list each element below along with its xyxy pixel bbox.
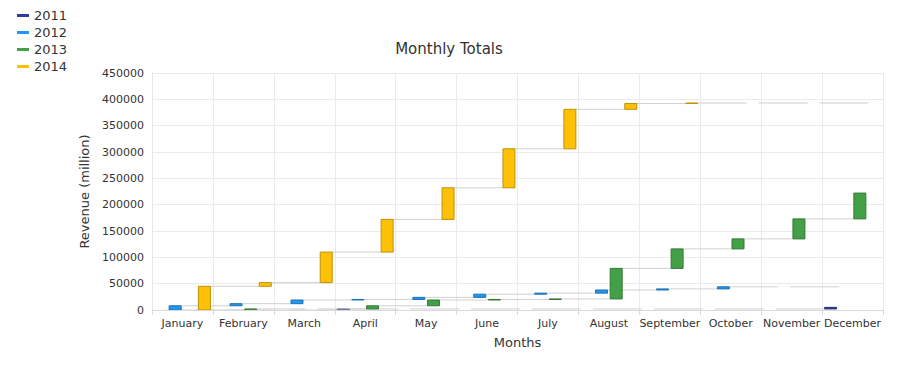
svg-text:50000: 50000 xyxy=(109,277,144,290)
svg-text:July: July xyxy=(537,317,558,330)
svg-text:100000: 100000 xyxy=(102,251,144,264)
svg-text:350000: 350000 xyxy=(102,119,144,132)
svg-text:150000: 150000 xyxy=(102,225,144,238)
svg-text:February: February xyxy=(219,317,268,330)
svg-text:250000: 250000 xyxy=(102,172,144,185)
svg-text:October: October xyxy=(709,317,753,330)
svg-text:November: November xyxy=(763,317,821,330)
svg-text:April: April xyxy=(353,317,378,330)
svg-text:200000: 200000 xyxy=(102,198,144,211)
svg-text:September: September xyxy=(639,317,700,330)
svg-text:400000: 400000 xyxy=(102,93,144,106)
svg-text:May: May xyxy=(415,317,438,330)
svg-text:300000: 300000 xyxy=(102,146,144,159)
svg-text:March: March xyxy=(288,317,322,330)
svg-text:2013: 2013 xyxy=(34,42,67,57)
svg-text:June: June xyxy=(474,317,499,330)
svg-text:January: January xyxy=(161,317,204,330)
svg-text:Revenue (million): Revenue (million) xyxy=(77,134,92,248)
svg-text:2011: 2011 xyxy=(34,8,67,23)
svg-text:450000: 450000 xyxy=(102,67,144,80)
svg-text:0: 0 xyxy=(137,304,144,317)
svg-text:Months: Months xyxy=(494,335,542,350)
svg-text:2012: 2012 xyxy=(34,25,67,40)
svg-text:Monthly Totals: Monthly Totals xyxy=(395,40,503,58)
svg-text:2014: 2014 xyxy=(34,59,67,74)
svg-text:August: August xyxy=(590,317,629,330)
svg-text:December: December xyxy=(824,317,882,330)
